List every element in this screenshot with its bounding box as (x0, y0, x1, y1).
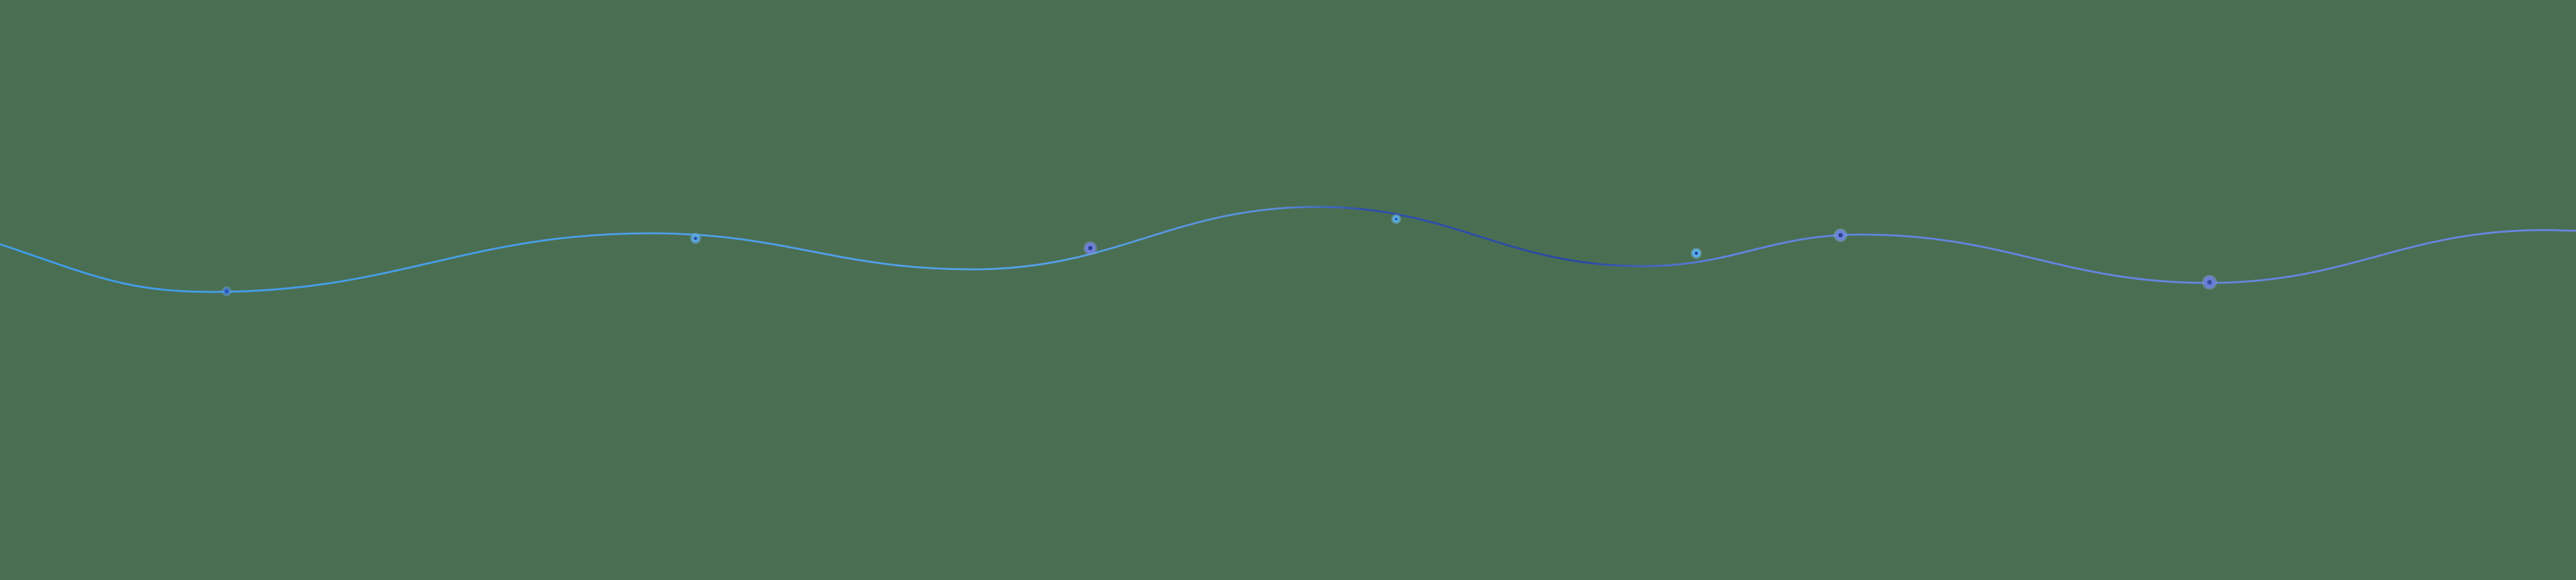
data-point-marker (1391, 214, 1401, 224)
data-point-marker (1083, 241, 1097, 255)
marker-core (225, 289, 229, 293)
data-point-marker (222, 286, 232, 296)
marker-core (1838, 233, 1843, 238)
data-point-marker (1690, 247, 1702, 259)
marker-core (694, 237, 697, 240)
data-point-marker (1833, 228, 1848, 242)
marker-core (2207, 280, 2212, 285)
data-point-marker (690, 233, 701, 244)
marker-core (1088, 246, 1093, 251)
data-point-marker (2202, 275, 2217, 290)
marker-core (1694, 251, 1698, 255)
marker-core (1394, 217, 1398, 221)
